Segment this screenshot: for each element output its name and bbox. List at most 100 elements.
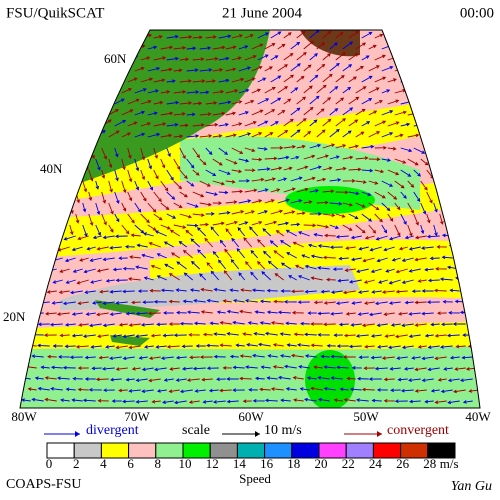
wind-arrow — [59, 268, 70, 273]
wind-arrow — [449, 288, 460, 293]
wind-arrow — [270, 321, 284, 325]
wind-arrow — [202, 400, 213, 404]
wind-arrow — [459, 112, 470, 116]
wind-arrow — [246, 343, 258, 347]
wind-arrow — [140, 99, 152, 105]
wind-arrow — [262, 228, 272, 237]
wind-arrow — [82, 398, 96, 403]
colorbar-tick-label: 16 — [260, 456, 274, 471]
wind-arrow — [153, 78, 166, 83]
wind-arrow — [135, 265, 148, 270]
wind-arrow — [238, 132, 252, 138]
wind-arrow — [411, 289, 421, 294]
wind-arrow — [427, 345, 440, 349]
colorbar-tick-label: 18 — [287, 456, 300, 471]
wind-arrow — [374, 191, 386, 199]
wind-arrow — [277, 221, 290, 226]
wind-arrow — [420, 158, 429, 166]
wind-arrow — [114, 119, 127, 127]
wind-arrow — [121, 158, 126, 171]
wind-arrow — [44, 376, 57, 380]
wind-arrow — [452, 322, 466, 326]
wind-arrow — [194, 389, 206, 393]
wind-arrow — [20, 278, 24, 282]
wind-arrow — [218, 122, 229, 127]
wind-arrow — [361, 31, 373, 39]
wind-arrow — [36, 30, 48, 39]
wind-arrow — [141, 253, 154, 259]
wind-arrow — [188, 400, 200, 404]
wind-arrow — [30, 130, 40, 138]
wind-arrow — [201, 377, 213, 382]
wind-arrow — [421, 289, 434, 293]
wind-arrow — [102, 323, 115, 328]
wind-arrow — [248, 387, 258, 392]
wind-arrow — [62, 301, 76, 306]
wind-arrow — [20, 130, 29, 138]
wind-arrow — [270, 146, 284, 150]
wind-arrow — [459, 202, 465, 216]
wind-arrow — [270, 387, 284, 391]
wind-arrow — [316, 84, 327, 94]
wind-arrow — [182, 299, 193, 304]
wind-arrow — [62, 97, 71, 105]
wind-arrow — [108, 180, 113, 193]
wind-arrow — [231, 237, 240, 248]
wind-arrow — [420, 180, 428, 191]
wind-arrow — [72, 268, 83, 273]
wind-arrow — [191, 260, 201, 270]
wind-arrow — [446, 158, 454, 170]
wind-arrow — [285, 387, 297, 391]
wind-arrow — [394, 399, 408, 404]
wind-arrow — [414, 367, 427, 372]
wind-arrow — [446, 90, 460, 94]
wind-arrow — [181, 344, 193, 349]
wind-arrow — [297, 275, 310, 281]
wind-arrow — [91, 301, 102, 305]
wind-arrow — [153, 191, 162, 203]
wind-arrow — [413, 78, 427, 83]
wind-arrow — [82, 65, 91, 72]
wind-arrow — [374, 54, 386, 61]
wind-arrow — [356, 268, 369, 273]
wind-arrow — [250, 271, 259, 281]
wind-arrow — [30, 86, 40, 94]
wind-arrow — [134, 224, 145, 234]
wind-arrow — [407, 133, 420, 138]
wind-arrow — [56, 376, 70, 381]
wind-arrow — [75, 30, 86, 39]
wind-arrow — [316, 177, 327, 182]
wind-arrow — [413, 213, 419, 226]
wind-arrow — [472, 133, 480, 138]
wind-arrow — [121, 43, 134, 50]
colorbar-label: Speed — [239, 471, 271, 486]
wind-arrow — [251, 109, 264, 116]
wind-arrow — [212, 45, 226, 50]
wind-arrow — [420, 67, 434, 72]
wind-arrow — [381, 132, 394, 138]
wind-arrow — [219, 239, 227, 248]
wind-arrow — [401, 257, 414, 262]
wind-arrow — [65, 279, 76, 284]
wind-arrow — [303, 154, 316, 160]
wind-arrow — [283, 144, 296, 149]
wind-arrow — [459, 46, 469, 51]
wind-arrow — [478, 213, 480, 224]
wind-arrow — [472, 67, 480, 72]
wind-arrow — [322, 189, 335, 193]
wind-arrow — [131, 366, 141, 371]
wind-arrow — [397, 377, 408, 382]
wind-arrow — [279, 240, 291, 248]
wind-arrow — [336, 365, 349, 370]
wind-arrow — [264, 109, 276, 116]
wind-arrow — [213, 400, 226, 404]
wind-arrow — [206, 298, 219, 303]
wind-arrow — [275, 230, 284, 237]
wind-arrow — [374, 76, 387, 83]
wind-arrow — [420, 46, 432, 50]
wind-arrow — [426, 191, 433, 204]
wind-arrow — [95, 43, 104, 50]
wind-arrow — [231, 100, 243, 105]
wind-arrow — [122, 266, 135, 271]
wind-arrow — [303, 85, 313, 94]
